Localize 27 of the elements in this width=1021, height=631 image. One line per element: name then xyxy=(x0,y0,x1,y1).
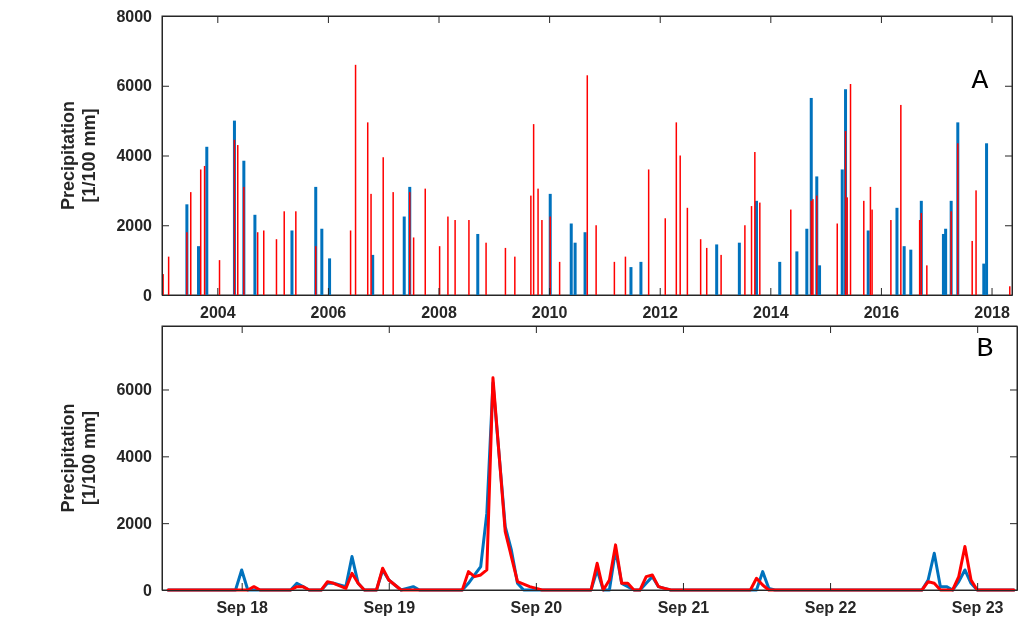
x-tick-label: Sep 21 xyxy=(657,599,710,617)
x-tick-label: 2006 xyxy=(310,304,347,322)
y-tick-label: 6000 xyxy=(116,77,153,95)
y-tick-label: 0 xyxy=(143,581,153,599)
x-tick-label: Sep 23 xyxy=(951,599,1004,617)
y-tick-label: 8000 xyxy=(116,7,153,25)
x-tick-label: Sep 18 xyxy=(216,599,269,617)
x-tick-label: 2012 xyxy=(642,304,679,322)
x-tick-label: Sep 22 xyxy=(804,599,857,617)
y-axis-title: Precipitation [1/100 mm] xyxy=(58,403,99,513)
x-tick-label: 2016 xyxy=(863,304,900,322)
x-tick-label: 2014 xyxy=(753,304,789,322)
x-tick-label: Sep 20 xyxy=(510,599,563,617)
x-tick-label: Sep 19 xyxy=(363,599,416,617)
y-tick-label: 0 xyxy=(143,286,153,304)
y-tick-label: 6000 xyxy=(116,381,153,399)
x-tick-label: 2010 xyxy=(531,304,568,322)
x-tick-label: 2008 xyxy=(421,304,457,322)
annotation: A xyxy=(971,65,989,96)
y-tick-label: 4000 xyxy=(116,147,153,165)
y-tick-label: 2000 xyxy=(116,216,153,234)
y-tick-label: 4000 xyxy=(116,447,153,465)
y-axis-title: Precipitation [1/100 mm] xyxy=(58,100,99,211)
x-tick-label: 2018 xyxy=(974,304,1010,322)
x-tick-label: 2004 xyxy=(200,304,236,322)
annotation: B xyxy=(976,333,994,364)
y-tick-label: 2000 xyxy=(116,514,153,532)
